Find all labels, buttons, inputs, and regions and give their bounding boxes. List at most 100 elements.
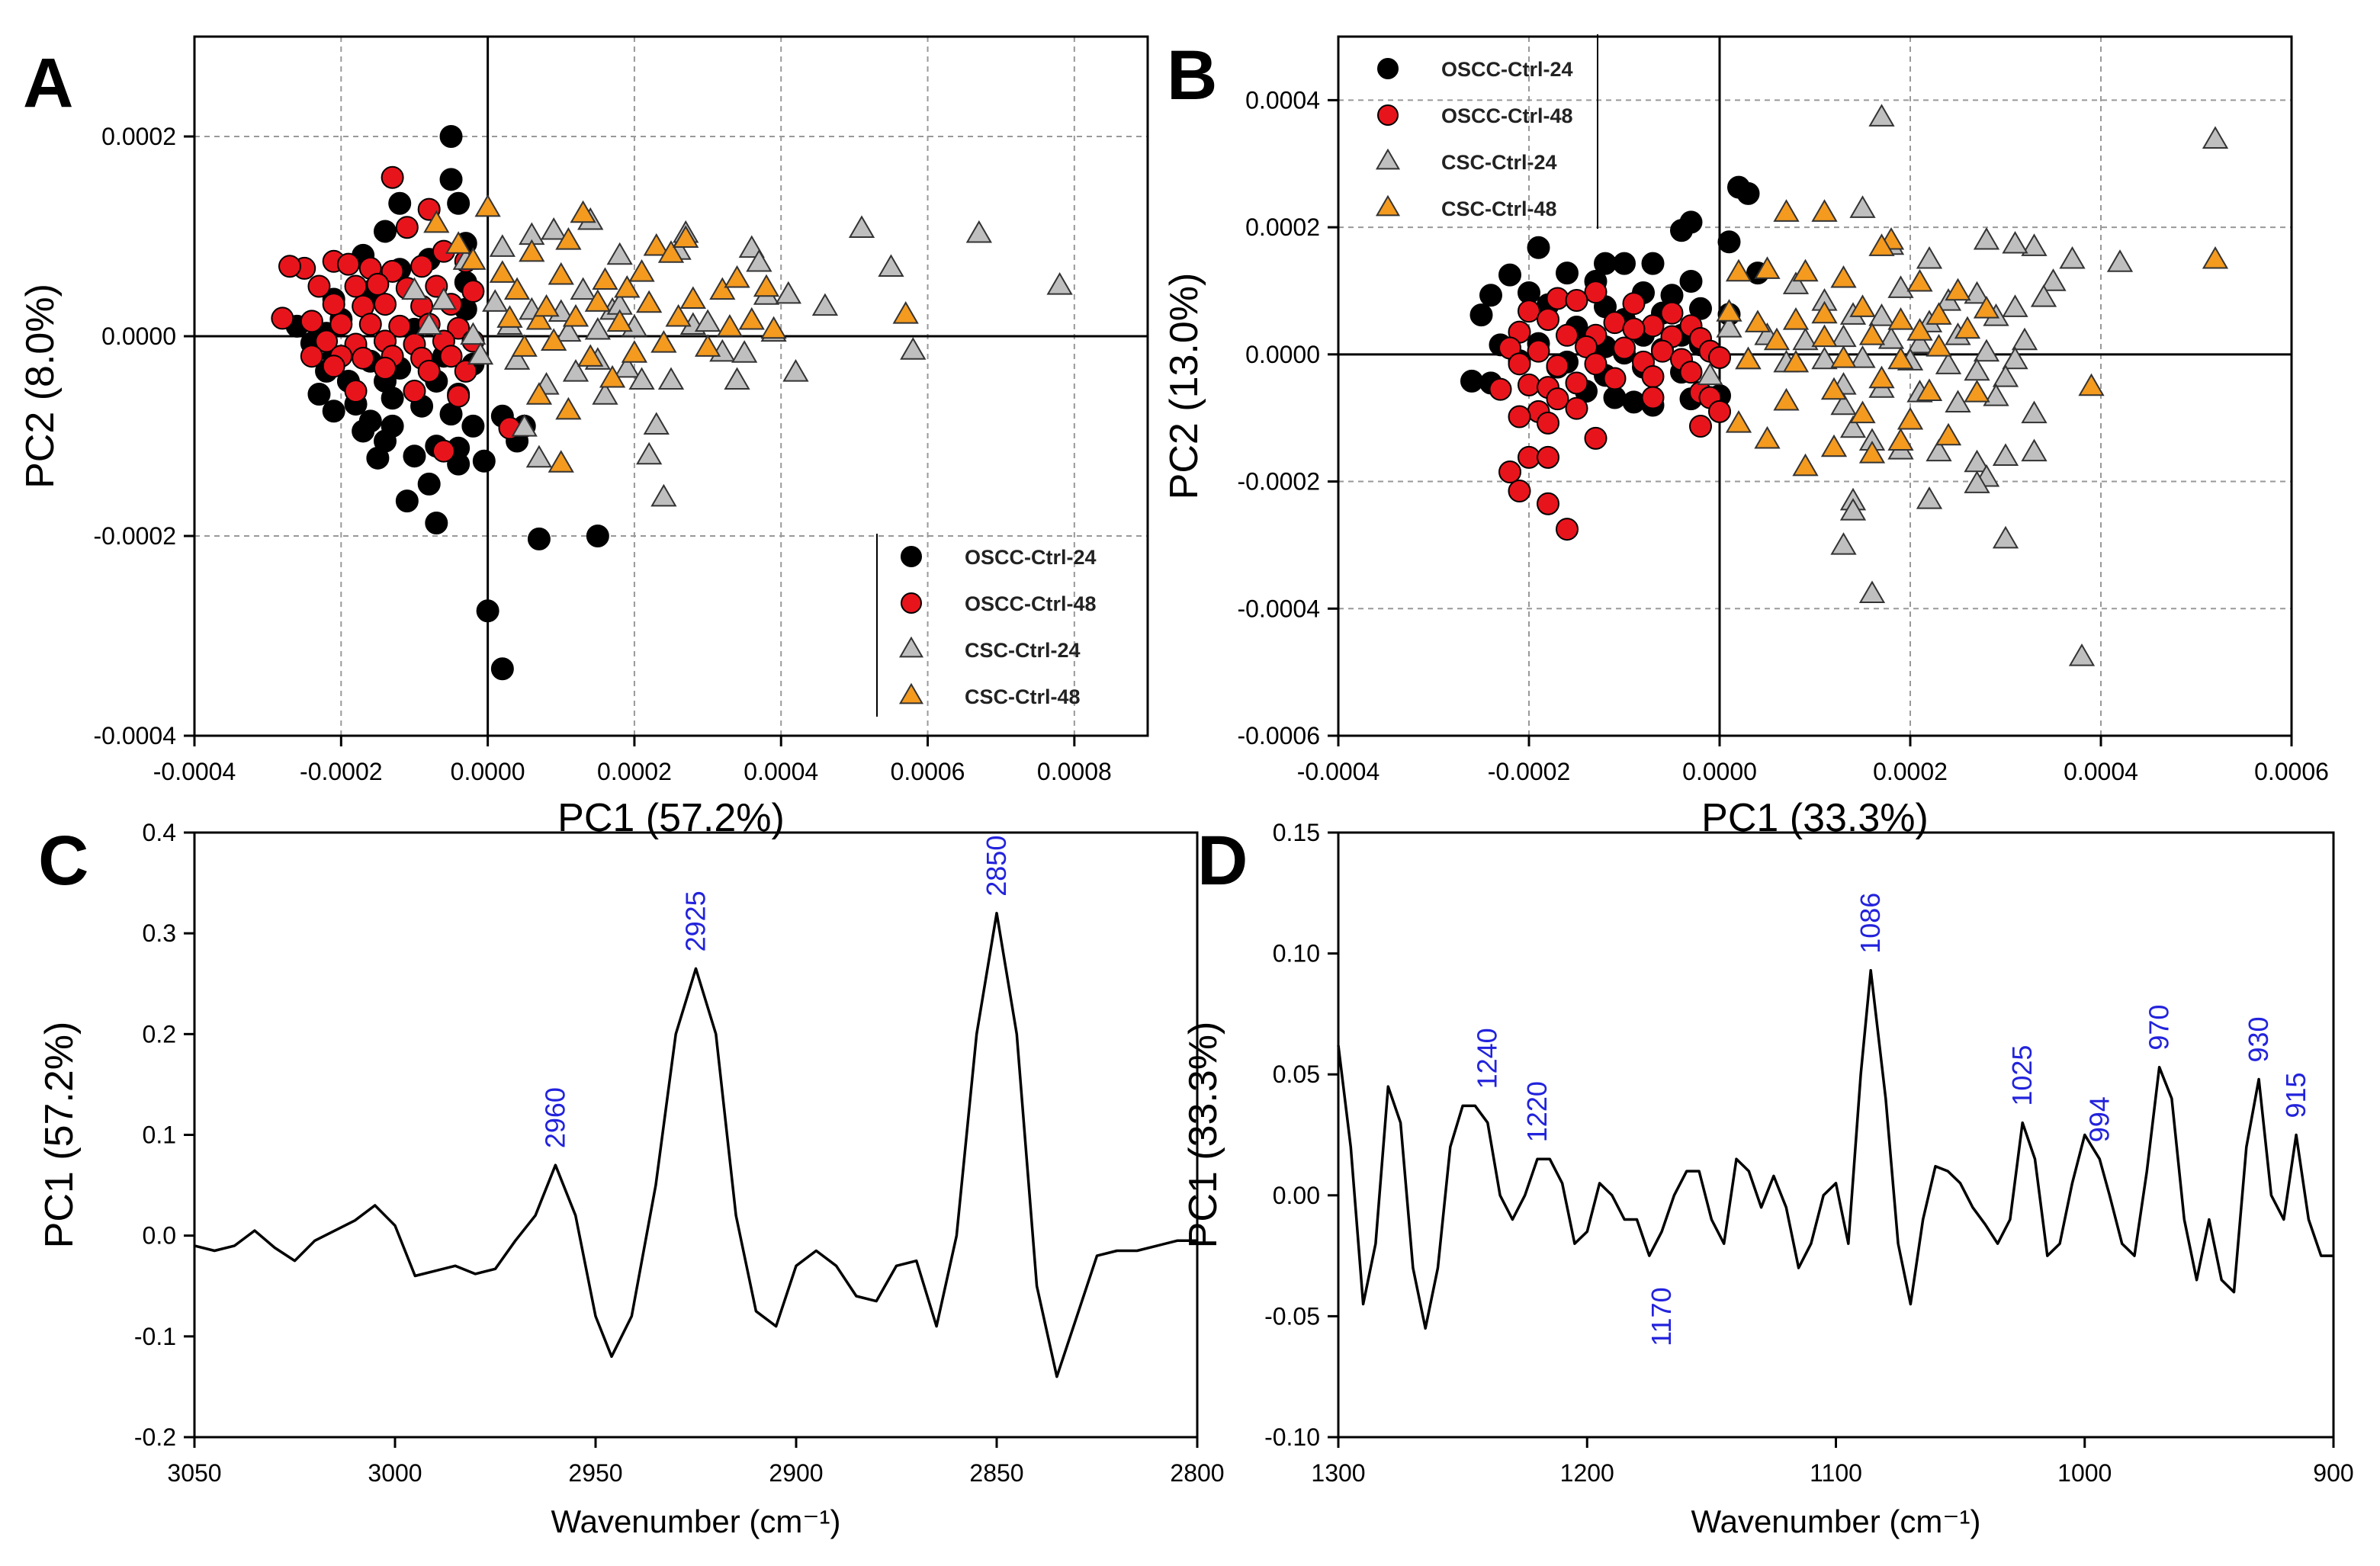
x-tick-label: -0.0002	[300, 758, 383, 785]
y-axis-label: PC1 (33.3%)	[1181, 1022, 1225, 1249]
scatter-point	[388, 314, 412, 338]
scatter-point	[1849, 400, 1876, 424]
scatter-point	[1603, 311, 1627, 335]
scatter-point	[2030, 284, 2057, 307]
scatter-point	[1983, 383, 2009, 406]
scatter-point	[447, 384, 471, 408]
scatter-point	[1830, 392, 1857, 416]
scatter-point	[460, 247, 487, 270]
scatter-point	[570, 200, 596, 223]
scatter-point	[898, 636, 924, 658]
scatter-point	[643, 412, 670, 435]
scatter-point	[300, 345, 323, 368]
y-tick-label: -0.0004	[1237, 595, 1320, 622]
scatter-point	[1782, 271, 1810, 294]
scatter-point	[1641, 386, 1665, 409]
scatter-point	[1773, 199, 1800, 222]
scatter-point	[366, 446, 390, 470]
scatter-point	[901, 546, 922, 567]
scatter-point	[1973, 339, 2000, 362]
spectrum-line	[194, 911, 1197, 1378]
scatter-point	[1537, 411, 1559, 435]
scatter-point	[555, 227, 582, 250]
scatter-point	[1916, 245, 1943, 269]
y-tick-label: 0.15	[1273, 819, 1320, 846]
scatter-point	[1849, 195, 1876, 218]
scatter-point	[1906, 330, 1933, 354]
scatter-point	[1735, 346, 1762, 370]
scatter-point	[1992, 443, 2019, 466]
scatter-point	[1546, 354, 1569, 377]
scatter-point	[1565, 396, 1588, 420]
x-axis-label: Wavenumber (cm⁻¹)	[1691, 1503, 1981, 1539]
scatter-point	[496, 305, 523, 328]
scatter-point	[474, 194, 501, 217]
scatter-point	[1479, 284, 1502, 307]
scatter-point	[1926, 333, 1952, 357]
panel-letter-B: B	[1167, 37, 1217, 114]
scatter-point	[381, 259, 404, 283]
scatter-point	[1584, 352, 1608, 376]
x-tick-label: 0.0006	[891, 758, 965, 785]
scatter-point	[1868, 303, 1895, 326]
scatter-point	[461, 280, 485, 303]
scatter-point	[482, 289, 509, 312]
scatter-point	[1641, 364, 1665, 388]
scatter-point	[2078, 373, 2105, 396]
panel-a: -0.0004 -0.0002 0.0000 0.0002 0.0004 0.0006 0.…	[18, 35, 1149, 840]
scatter-point	[1868, 365, 1895, 389]
scatter-point	[592, 382, 618, 405]
scatter-point	[1754, 425, 1781, 449]
scatter-point	[388, 191, 412, 215]
scatter-point	[570, 277, 596, 300]
panel-letter-C: C	[38, 822, 88, 900]
scatter-point	[606, 309, 633, 332]
scatter-point	[1839, 498, 1867, 521]
scatter-point	[489, 234, 516, 257]
scatter-point	[439, 345, 463, 368]
scatter-point	[811, 293, 839, 316]
scatter-point	[1046, 272, 1073, 295]
scatter-point	[1811, 199, 1838, 222]
scatter-point	[1820, 377, 1848, 400]
scatter-point	[416, 312, 442, 335]
peak-label: 1025	[2006, 1045, 2038, 1106]
scatter-point	[403, 380, 426, 403]
scatter-point	[1546, 387, 1569, 411]
scatter-point	[1622, 317, 1646, 341]
legend-label: OSCC-Ctrl-24	[1441, 58, 1573, 81]
y-tick-label: 0.3	[143, 919, 176, 947]
scatter-point	[300, 310, 323, 333]
scatter-point	[606, 242, 633, 265]
scatter-point	[1708, 345, 1731, 369]
x-tick-label: 0.0002	[597, 758, 672, 785]
y-tick-label: -0.0002	[1237, 468, 1320, 496]
peak-label: 2960	[539, 1087, 570, 1148]
scatter-point	[1622, 292, 1646, 316]
scatter-point	[650, 329, 677, 353]
scatter-point	[1754, 256, 1781, 279]
scatter-point	[716, 314, 744, 337]
series-csc-ctrl-48	[1716, 199, 2229, 477]
scatter-point	[724, 367, 750, 390]
scatter-point	[1565, 371, 1588, 395]
scatter-point	[1935, 351, 1962, 374]
scatter-point	[636, 441, 663, 465]
panel-letter-A: A	[23, 44, 73, 122]
scatter-point	[401, 277, 428, 300]
scatter-point	[1830, 345, 1857, 368]
scatter-point	[1660, 301, 1684, 325]
y-tick-label: 0.10	[1273, 940, 1320, 968]
scatter-point	[577, 344, 604, 367]
scatter-point	[1546, 287, 1569, 310]
peak-label: 2925	[680, 891, 711, 951]
scatter-point	[374, 356, 397, 380]
scatter-point	[1887, 306, 1914, 330]
x-tick-label: 2950	[568, 1459, 622, 1487]
scatter-point	[1926, 302, 1952, 325]
x-tick-label: 1000	[2057, 1459, 2112, 1487]
x-tick-label: -0.0002	[1488, 758, 1571, 785]
scatter-point	[1641, 314, 1665, 338]
legend-label: CSC-Ctrl-24	[965, 639, 1081, 662]
scatter-point	[628, 367, 655, 390]
